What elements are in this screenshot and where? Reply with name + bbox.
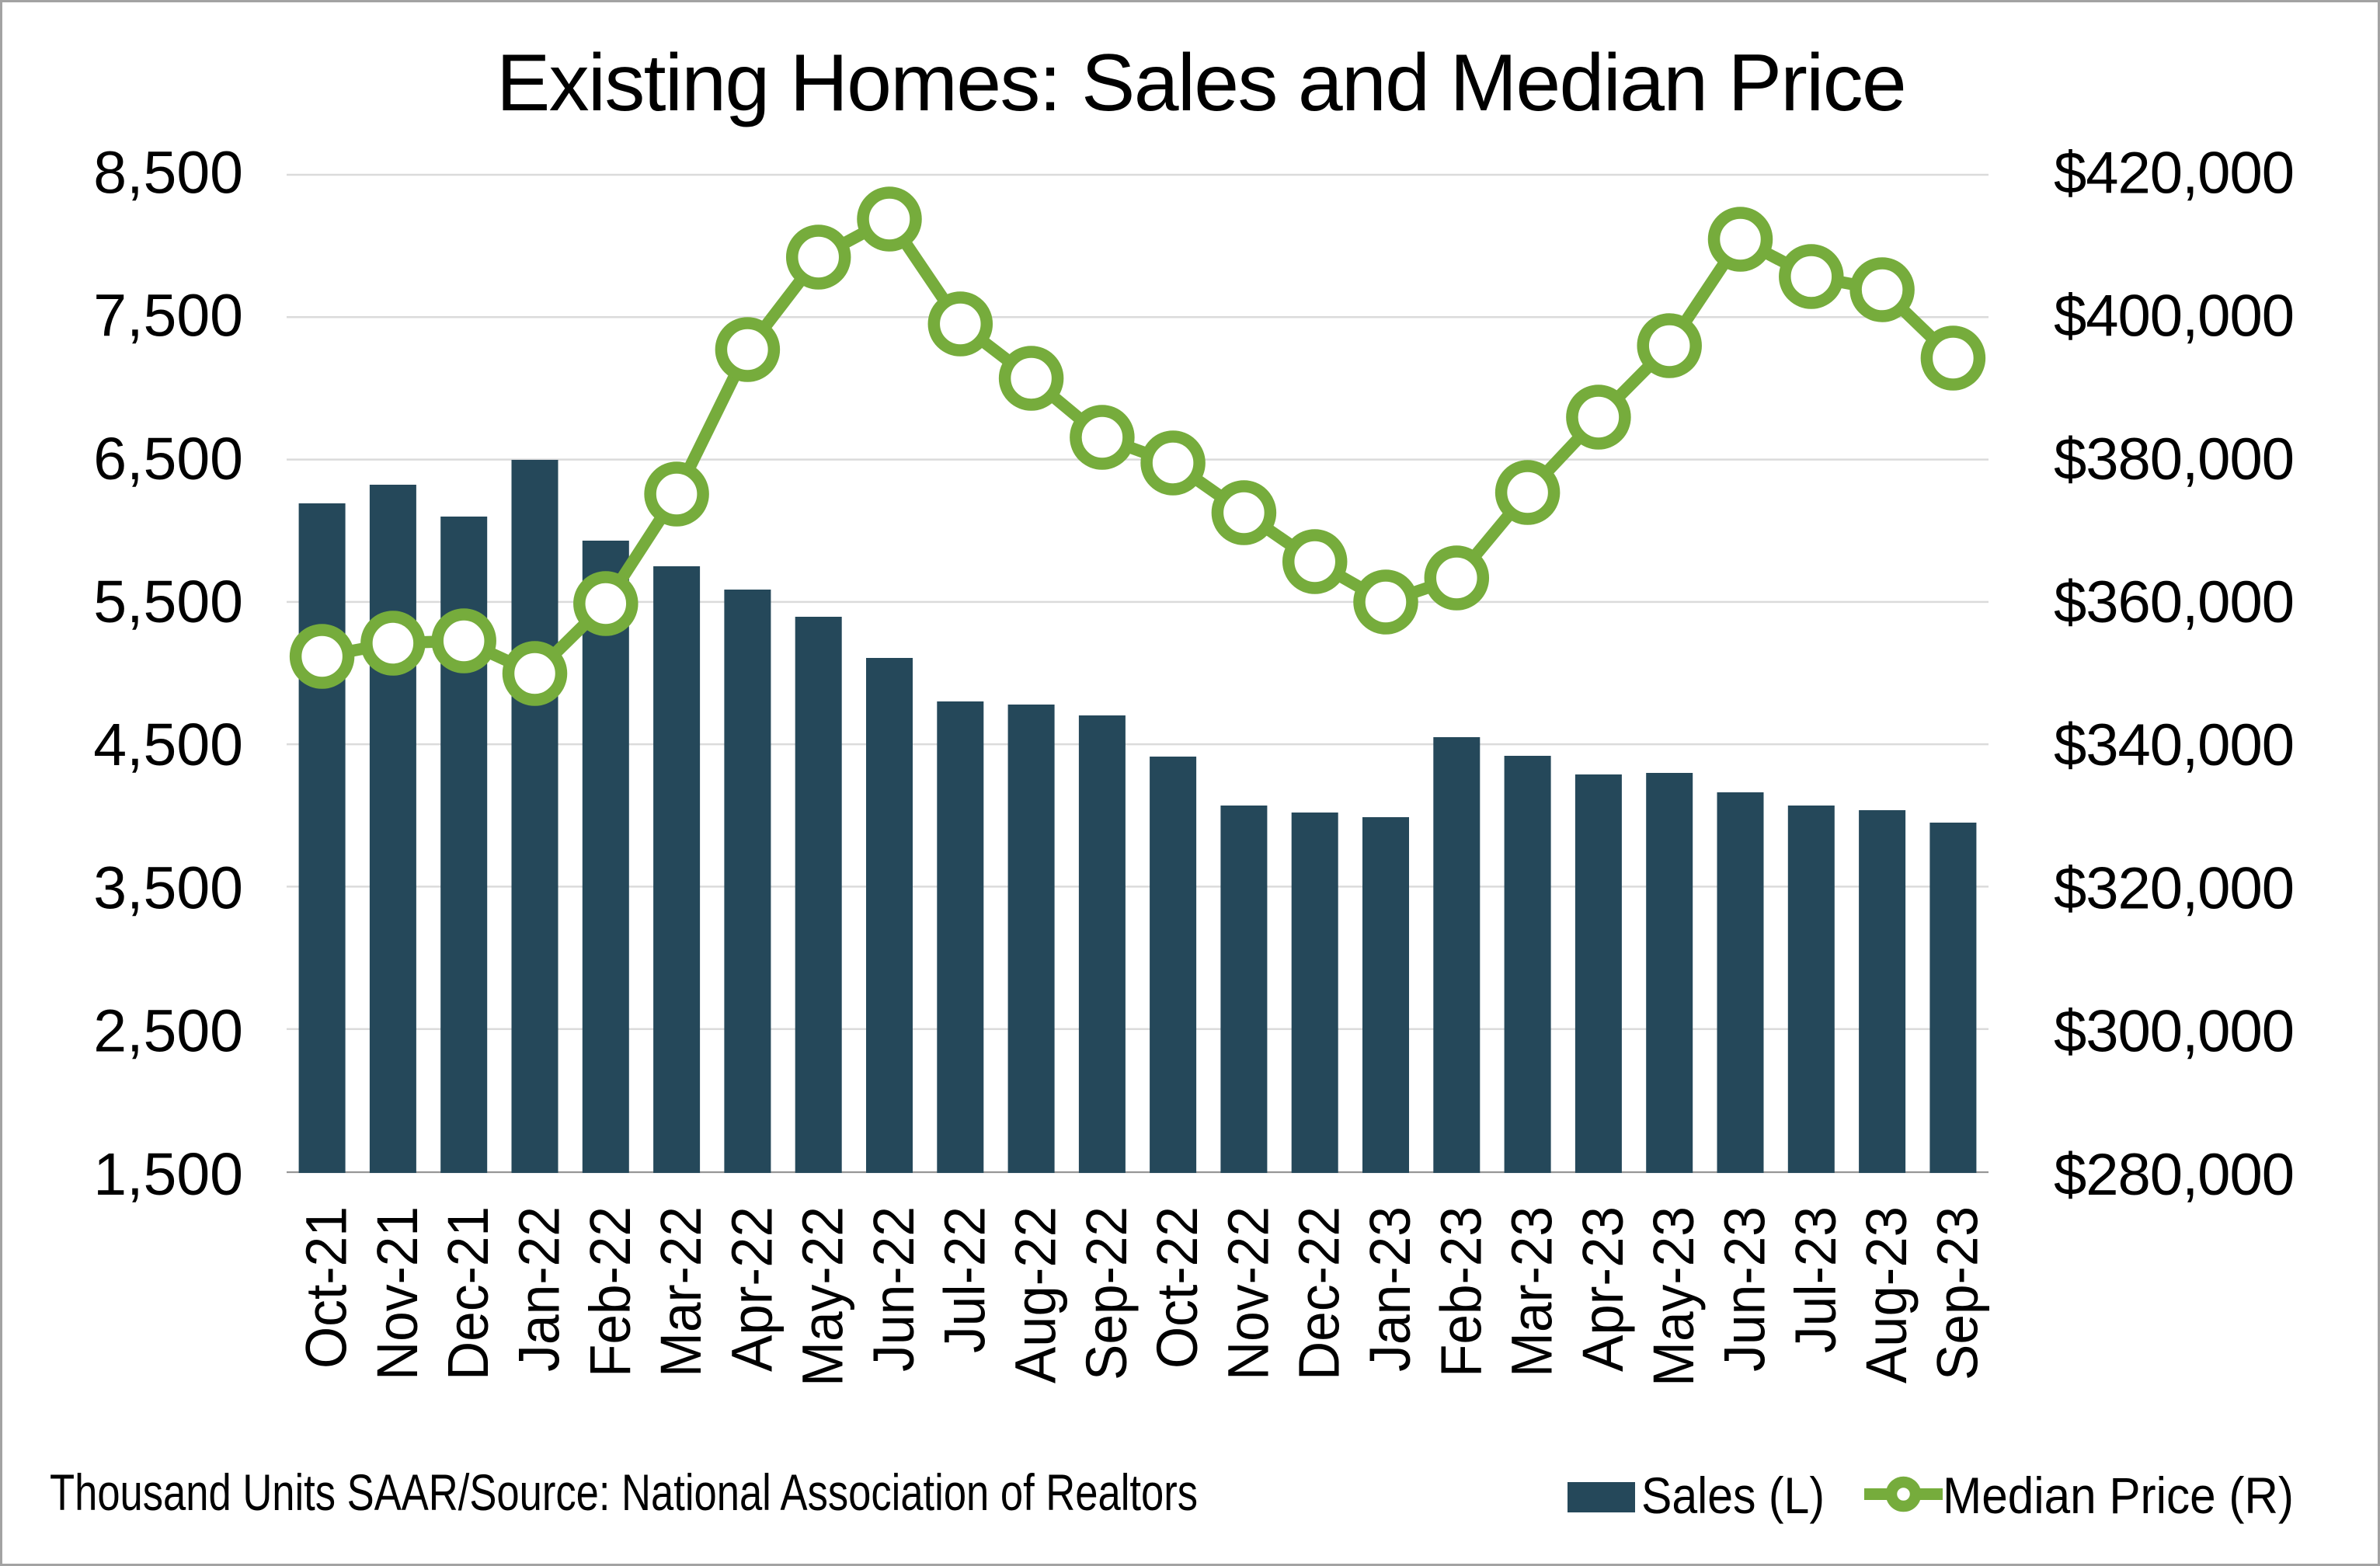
svg-text:Dec-21: Dec-21 [436, 1206, 500, 1380]
svg-text:3,500: 3,500 [93, 854, 243, 921]
svg-text:May-22: May-22 [791, 1206, 855, 1387]
svg-text:Existing Homes: Sales and Medi: Existing Homes: Sales and Median Price [496, 38, 1905, 128]
svg-text:Jun-22: Jun-22 [861, 1206, 926, 1372]
svg-text:Apr-23: Apr-23 [1571, 1206, 1635, 1372]
svg-text:$320,000: $320,000 [2054, 855, 2294, 921]
svg-text:$400,000: $400,000 [2054, 284, 2294, 350]
svg-text:7,500: 7,500 [93, 283, 243, 350]
svg-text:Dec-22: Dec-22 [1287, 1206, 1352, 1380]
svg-text:Sep-22: Sep-22 [1074, 1206, 1139, 1380]
svg-text:Mar-22: Mar-22 [649, 1206, 713, 1377]
svg-text:$340,000: $340,000 [2054, 712, 2294, 778]
svg-text:6,500: 6,500 [93, 426, 243, 492]
svg-text:Jul-22: Jul-22 [932, 1206, 997, 1353]
svg-text:Jan-22: Jan-22 [507, 1206, 572, 1372]
svg-text:Median Price (R): Median Price (R) [1943, 1467, 2294, 1524]
svg-text:Mar-23: Mar-23 [1500, 1206, 1564, 1377]
svg-text:$360,000: $360,000 [2054, 569, 2294, 635]
svg-text:$280,000: $280,000 [2054, 1142, 2294, 1208]
svg-text:2,500: 2,500 [93, 998, 243, 1065]
svg-text:Aug-23: Aug-23 [1854, 1206, 1919, 1383]
svg-text:Oct-21: Oct-21 [294, 1206, 359, 1369]
svg-text:8,500: 8,500 [93, 139, 243, 206]
svg-text:$300,000: $300,000 [2054, 999, 2294, 1065]
svg-text:Sales (L): Sales (L) [1641, 1467, 1825, 1524]
svg-text:Feb-23: Feb-23 [1428, 1206, 1493, 1377]
svg-text:Oct-22: Oct-22 [1145, 1206, 1209, 1369]
svg-text:5,500: 5,500 [93, 569, 243, 635]
svg-text:Apr-22: Apr-22 [719, 1206, 784, 1372]
svg-text:Sep-23: Sep-23 [1925, 1206, 1989, 1380]
svg-text:Aug-22: Aug-22 [1004, 1206, 1068, 1383]
svg-text:Feb-22: Feb-22 [578, 1206, 642, 1377]
svg-text:Thousand Units SAAR/Source: Na: Thousand Units SAAR/Source: National Ass… [50, 1463, 1198, 1521]
svg-text:$420,000: $420,000 [2054, 140, 2294, 206]
svg-text:Jun-23: Jun-23 [1713, 1206, 1777, 1372]
svg-text:Nov-22: Nov-22 [1216, 1206, 1280, 1380]
svg-text:Nov-21: Nov-21 [365, 1206, 430, 1380]
svg-text:1,500: 1,500 [93, 1141, 243, 1208]
svg-text:$380,000: $380,000 [2054, 426, 2294, 492]
svg-text:Jul-23: Jul-23 [1783, 1206, 1848, 1353]
svg-text:May-23: May-23 [1641, 1206, 1706, 1387]
svg-text:Jan-23: Jan-23 [1358, 1206, 1422, 1372]
svg-text:4,500: 4,500 [93, 712, 243, 778]
